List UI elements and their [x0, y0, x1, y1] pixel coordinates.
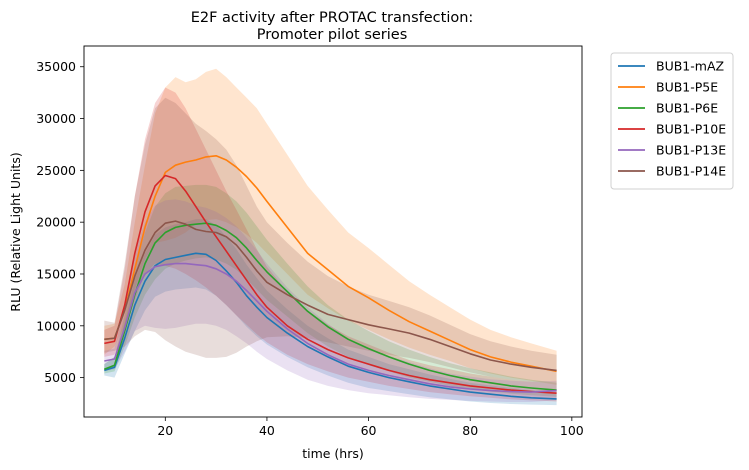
y-axis-label: RLU (Relative Light Units) — [8, 152, 23, 311]
legend-label-bub1-p14e: BUB1-P14E — [656, 164, 726, 179]
series-line-bub1-p14e — [104, 220, 557, 372]
legend-label-bub1-p10e: BUB1-P10E — [656, 122, 726, 137]
legend-label-bub1-maz: BUB1-mAZ — [656, 59, 724, 74]
legend-label-bub1-p5e: BUB1-P5E — [656, 80, 718, 95]
chart-title-line1: E2F activity after PROTAC transfection: — [191, 10, 474, 26]
confidence-bands — [104, 68, 557, 406]
x-tick-label: 20 — [157, 423, 173, 438]
x-axis: 20 40 60 80 100 — [157, 417, 584, 438]
y-axis: 5000 10000 15000 20000 25000 30000 35000 — [36, 59, 84, 385]
series-line-bub1-p5e — [104, 155, 557, 373]
band-bub1-p10e — [104, 87, 557, 402]
y-tick-label: 20000 — [36, 215, 76, 230]
legend: BUB1-mAZ BUB1-P5E BUB1-P6E BUB1-P10E BUB1-P1… — [610, 52, 734, 190]
band-bub1-p13e — [104, 199, 557, 402]
x-axis-label: time (hrs) — [302, 446, 364, 461]
legend-label-bub1-p6e: BUB1-P6E — [656, 101, 718, 116]
y-tick-label: 10000 — [36, 318, 76, 333]
y-tick-label: 35000 — [36, 59, 76, 74]
series-line-bub1-maz — [104, 252, 557, 400]
plot-area — [83, 45, 583, 418]
y-tick-label: 15000 — [36, 266, 76, 281]
legend-label-bub1-p13e: BUB1-P13E — [656, 143, 726, 158]
x-tick-label: 60 — [361, 423, 377, 438]
series-line-bub1-p13e — [104, 262, 557, 393]
x-tick-label: 100 — [560, 423, 584, 438]
y-tick-label: 30000 — [36, 111, 76, 126]
x-tick-label: 40 — [259, 423, 275, 438]
y-tick-label: 5000 — [44, 370, 76, 385]
band-bub1-maz — [104, 219, 557, 406]
series-line-bub1-p6e — [104, 222, 557, 391]
series-lines — [104, 155, 557, 400]
y-tick-label: 25000 — [36, 163, 76, 178]
series-line-bub1-p10e — [104, 174, 557, 394]
band-bub1-p14e — [104, 97, 557, 384]
x-tick-label: 80 — [462, 423, 478, 438]
chart-title: E2F activity after PROTAC transfection: … — [191, 10, 474, 43]
band-bub1-p5e — [104, 68, 557, 385]
chart-title-line2: Promoter pilot series — [257, 27, 408, 43]
